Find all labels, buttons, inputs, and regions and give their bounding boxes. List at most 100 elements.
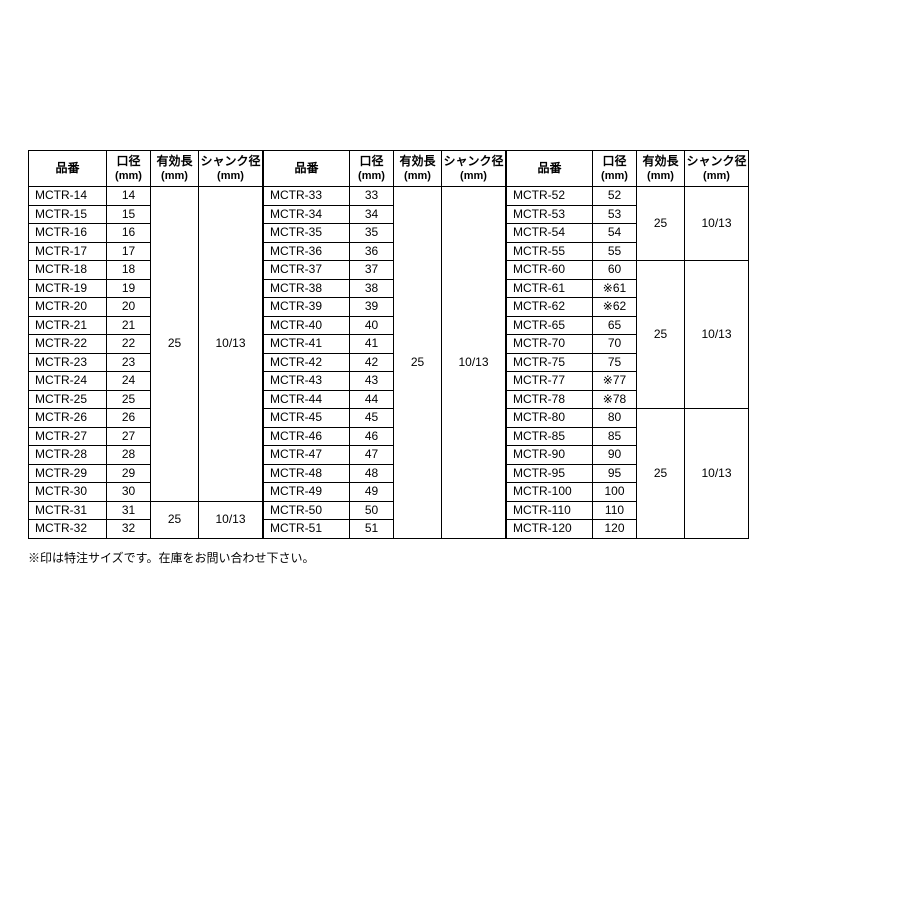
cell-diameter: 29 <box>107 464 151 483</box>
header-dia: 口径(mm) <box>350 151 394 187</box>
cell-diameter: 22 <box>107 335 151 354</box>
cell-diameter: 34 <box>350 205 394 224</box>
cell-shank-diameter: 10/13 <box>199 187 263 502</box>
cell-diameter: 41 <box>350 335 394 354</box>
cell-code: MCTR-21 <box>29 316 107 335</box>
cell-diameter: ※77 <box>593 372 637 391</box>
cell-diameter: 24 <box>107 372 151 391</box>
cell-code: MCTR-18 <box>29 261 107 280</box>
cell-effective-length: 25 <box>394 187 442 539</box>
table-row: MCTR-14142510/13 <box>29 187 263 206</box>
cell-diameter: 16 <box>107 224 151 243</box>
cell-diameter: 36 <box>350 242 394 261</box>
cell-diameter: 95 <box>593 464 637 483</box>
cell-diameter: 42 <box>350 353 394 372</box>
cell-diameter: 54 <box>593 224 637 243</box>
cell-code: MCTR-53 <box>507 205 593 224</box>
cell-code: MCTR-24 <box>29 372 107 391</box>
cell-code: MCTR-19 <box>29 279 107 298</box>
cell-diameter: 21 <box>107 316 151 335</box>
cell-code: MCTR-28 <box>29 446 107 465</box>
cell-diameter: 45 <box>350 409 394 428</box>
cell-diameter: 110 <box>593 501 637 520</box>
cell-code: MCTR-15 <box>29 205 107 224</box>
cell-shank-diameter: 10/13 <box>685 187 749 261</box>
spec-table-2: 品番 口径(mm) 有効長(mm) シャンク径(mm) MCTR-3333251… <box>263 150 506 539</box>
spec-table-1: 品番 口径(mm) 有効長(mm) シャンク径(mm) MCTR-1414251… <box>28 150 263 539</box>
table-row: MCTR-80802510/13 <box>507 409 749 428</box>
cell-code: MCTR-50 <box>264 501 350 520</box>
cell-code: MCTR-14 <box>29 187 107 206</box>
page: 品番 口径(mm) 有効長(mm) シャンク径(mm) MCTR-1414251… <box>0 0 900 566</box>
cell-code: MCTR-40 <box>264 316 350 335</box>
table-header: 品番 口径(mm) 有効長(mm) シャンク径(mm) <box>507 151 749 187</box>
header-code: 品番 <box>507 151 593 187</box>
cell-diameter: 40 <box>350 316 394 335</box>
cell-shank-diameter: 10/13 <box>199 501 263 538</box>
cell-code: MCTR-62 <box>507 298 593 317</box>
cell-diameter: 33 <box>350 187 394 206</box>
table-row: MCTR-52522510/13 <box>507 187 749 206</box>
cell-diameter: 28 <box>107 446 151 465</box>
cell-code: MCTR-52 <box>507 187 593 206</box>
cell-code: MCTR-75 <box>507 353 593 372</box>
cell-diameter: 39 <box>350 298 394 317</box>
cell-code: MCTR-23 <box>29 353 107 372</box>
table-body-2: MCTR-33332510/13MCTR-3434MCTR-3535MCTR-3… <box>264 187 506 539</box>
cell-code: MCTR-77 <box>507 372 593 391</box>
cell-code: MCTR-51 <box>264 520 350 539</box>
cell-code: MCTR-80 <box>507 409 593 428</box>
cell-code: MCTR-31 <box>29 501 107 520</box>
header-code-label: 品番 <box>55 162 79 175</box>
cell-code: MCTR-110 <box>507 501 593 520</box>
table-row: MCTR-33332510/13 <box>264 187 506 206</box>
cell-code: MCTR-90 <box>507 446 593 465</box>
cell-shank-diameter: 10/13 <box>685 409 749 539</box>
table-row: MCTR-31312510/13 <box>29 501 263 520</box>
cell-diameter: 70 <box>593 335 637 354</box>
cell-diameter: 15 <box>107 205 151 224</box>
cell-code: MCTR-36 <box>264 242 350 261</box>
cell-diameter: 100 <box>593 483 637 502</box>
table-header: 品番 口径(mm) 有効長(mm) シャンク径(mm) <box>264 151 506 187</box>
table-header: 品番 口径(mm) 有効長(mm) シャンク径(mm) <box>29 151 263 187</box>
cell-code: MCTR-16 <box>29 224 107 243</box>
cell-diameter: 120 <box>593 520 637 539</box>
cell-code: MCTR-78 <box>507 390 593 409</box>
cell-code: MCTR-48 <box>264 464 350 483</box>
header-len: 有効長(mm) <box>394 151 442 187</box>
cell-diameter: 35 <box>350 224 394 243</box>
cell-diameter: 27 <box>107 427 151 446</box>
cell-diameter: 85 <box>593 427 637 446</box>
cell-code: MCTR-20 <box>29 298 107 317</box>
cell-diameter: 37 <box>350 261 394 280</box>
cell-diameter: 38 <box>350 279 394 298</box>
cell-code: MCTR-65 <box>507 316 593 335</box>
cell-diameter: 52 <box>593 187 637 206</box>
table-row: MCTR-60602510/13 <box>507 261 749 280</box>
cell-code: MCTR-29 <box>29 464 107 483</box>
table-body-1: MCTR-14142510/13MCTR-1515MCTR-1616MCTR-1… <box>29 187 263 539</box>
cell-code: MCTR-70 <box>507 335 593 354</box>
cell-diameter: 17 <box>107 242 151 261</box>
cell-diameter: 80 <box>593 409 637 428</box>
tables-wrap: 品番 口径(mm) 有効長(mm) シャンク径(mm) MCTR-1414251… <box>28 150 872 539</box>
cell-code: MCTR-61 <box>507 279 593 298</box>
cell-diameter: 20 <box>107 298 151 317</box>
cell-effective-length: 25 <box>637 409 685 539</box>
header-code: 品番 <box>29 151 107 187</box>
cell-code: MCTR-60 <box>507 261 593 280</box>
cell-code: MCTR-35 <box>264 224 350 243</box>
cell-code: MCTR-43 <box>264 372 350 391</box>
cell-diameter: 49 <box>350 483 394 502</box>
cell-shank-diameter: 10/13 <box>685 261 749 409</box>
cell-code: MCTR-38 <box>264 279 350 298</box>
cell-code: MCTR-22 <box>29 335 107 354</box>
cell-code: MCTR-33 <box>264 187 350 206</box>
cell-code: MCTR-39 <box>264 298 350 317</box>
cell-diameter: 50 <box>350 501 394 520</box>
cell-code: MCTR-54 <box>507 224 593 243</box>
cell-effective-length: 25 <box>637 261 685 409</box>
cell-effective-length: 25 <box>151 187 199 502</box>
cell-diameter: 14 <box>107 187 151 206</box>
